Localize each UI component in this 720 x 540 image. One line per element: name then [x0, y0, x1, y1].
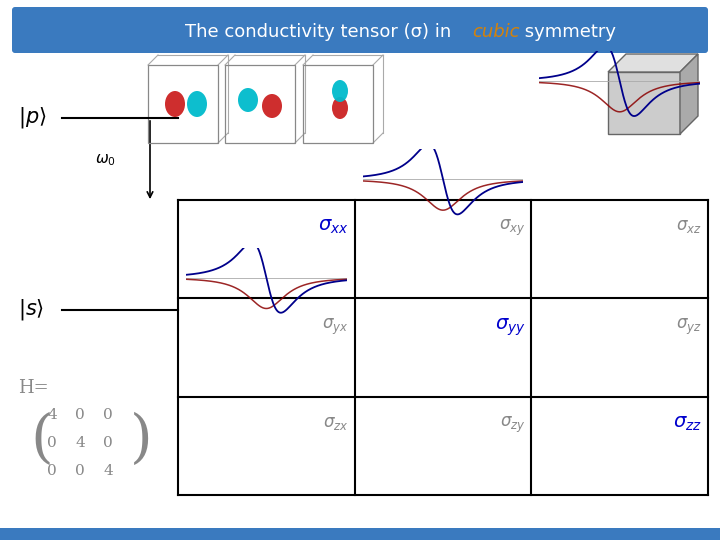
Text: $\sigma_{xz}$: $\sigma_{xz}$ [676, 218, 702, 235]
Text: 4: 4 [47, 408, 57, 422]
FancyBboxPatch shape [12, 7, 708, 53]
Text: 0: 0 [103, 436, 113, 450]
Text: $\sigma_{xx}$: $\sigma_{xx}$ [318, 218, 348, 237]
Text: (: ( [30, 412, 53, 468]
Text: 4: 4 [103, 464, 113, 478]
Bar [608, 72, 680, 134]
Ellipse shape [332, 97, 348, 119]
Bar [225, 65, 295, 143]
Text: $\sigma_{xy}$: $\sigma_{xy}$ [499, 218, 526, 238]
Text: 0: 0 [47, 436, 57, 450]
Text: $\sigma_{zx}$: $\sigma_{zx}$ [323, 415, 348, 431]
Ellipse shape [262, 94, 282, 118]
Text: ): ) [130, 412, 153, 468]
Bar [303, 65, 373, 143]
Ellipse shape [187, 91, 207, 117]
Ellipse shape [238, 88, 258, 112]
Ellipse shape [332, 80, 348, 102]
Text: cubic: cubic [472, 23, 520, 41]
Polygon shape [680, 54, 698, 134]
Text: 0: 0 [75, 464, 85, 478]
Text: H=: H= [18, 379, 49, 397]
Text: The conductivity tensor (σ) in: The conductivity tensor (σ) in [185, 23, 457, 41]
Text: 0: 0 [103, 408, 113, 422]
Ellipse shape [165, 91, 185, 117]
Text: $\omega_0$: $\omega_0$ [94, 152, 115, 168]
Text: 0: 0 [47, 464, 57, 478]
Text: $|s\rangle$: $|s\rangle$ [18, 298, 44, 322]
Text: symmetry: symmetry [519, 23, 616, 41]
Text: 0: 0 [75, 408, 85, 422]
Text: $|p\rangle$: $|p\rangle$ [18, 105, 47, 131]
Text: $\sigma_{yx}$: $\sigma_{yx}$ [323, 316, 348, 336]
Text: $\sigma_{yz}$: $\sigma_{yz}$ [676, 316, 702, 336]
Text: $\sigma_{zy}$: $\sigma_{zy}$ [500, 415, 526, 435]
Bar [148, 65, 218, 143]
Text: $\sigma_{yy}$: $\sigma_{yy}$ [495, 316, 526, 338]
Polygon shape [608, 54, 698, 72]
Text: $\sigma_{zz}$: $\sigma_{zz}$ [673, 415, 702, 433]
Text: 4: 4 [75, 436, 85, 450]
Bar [0, 528, 720, 540]
